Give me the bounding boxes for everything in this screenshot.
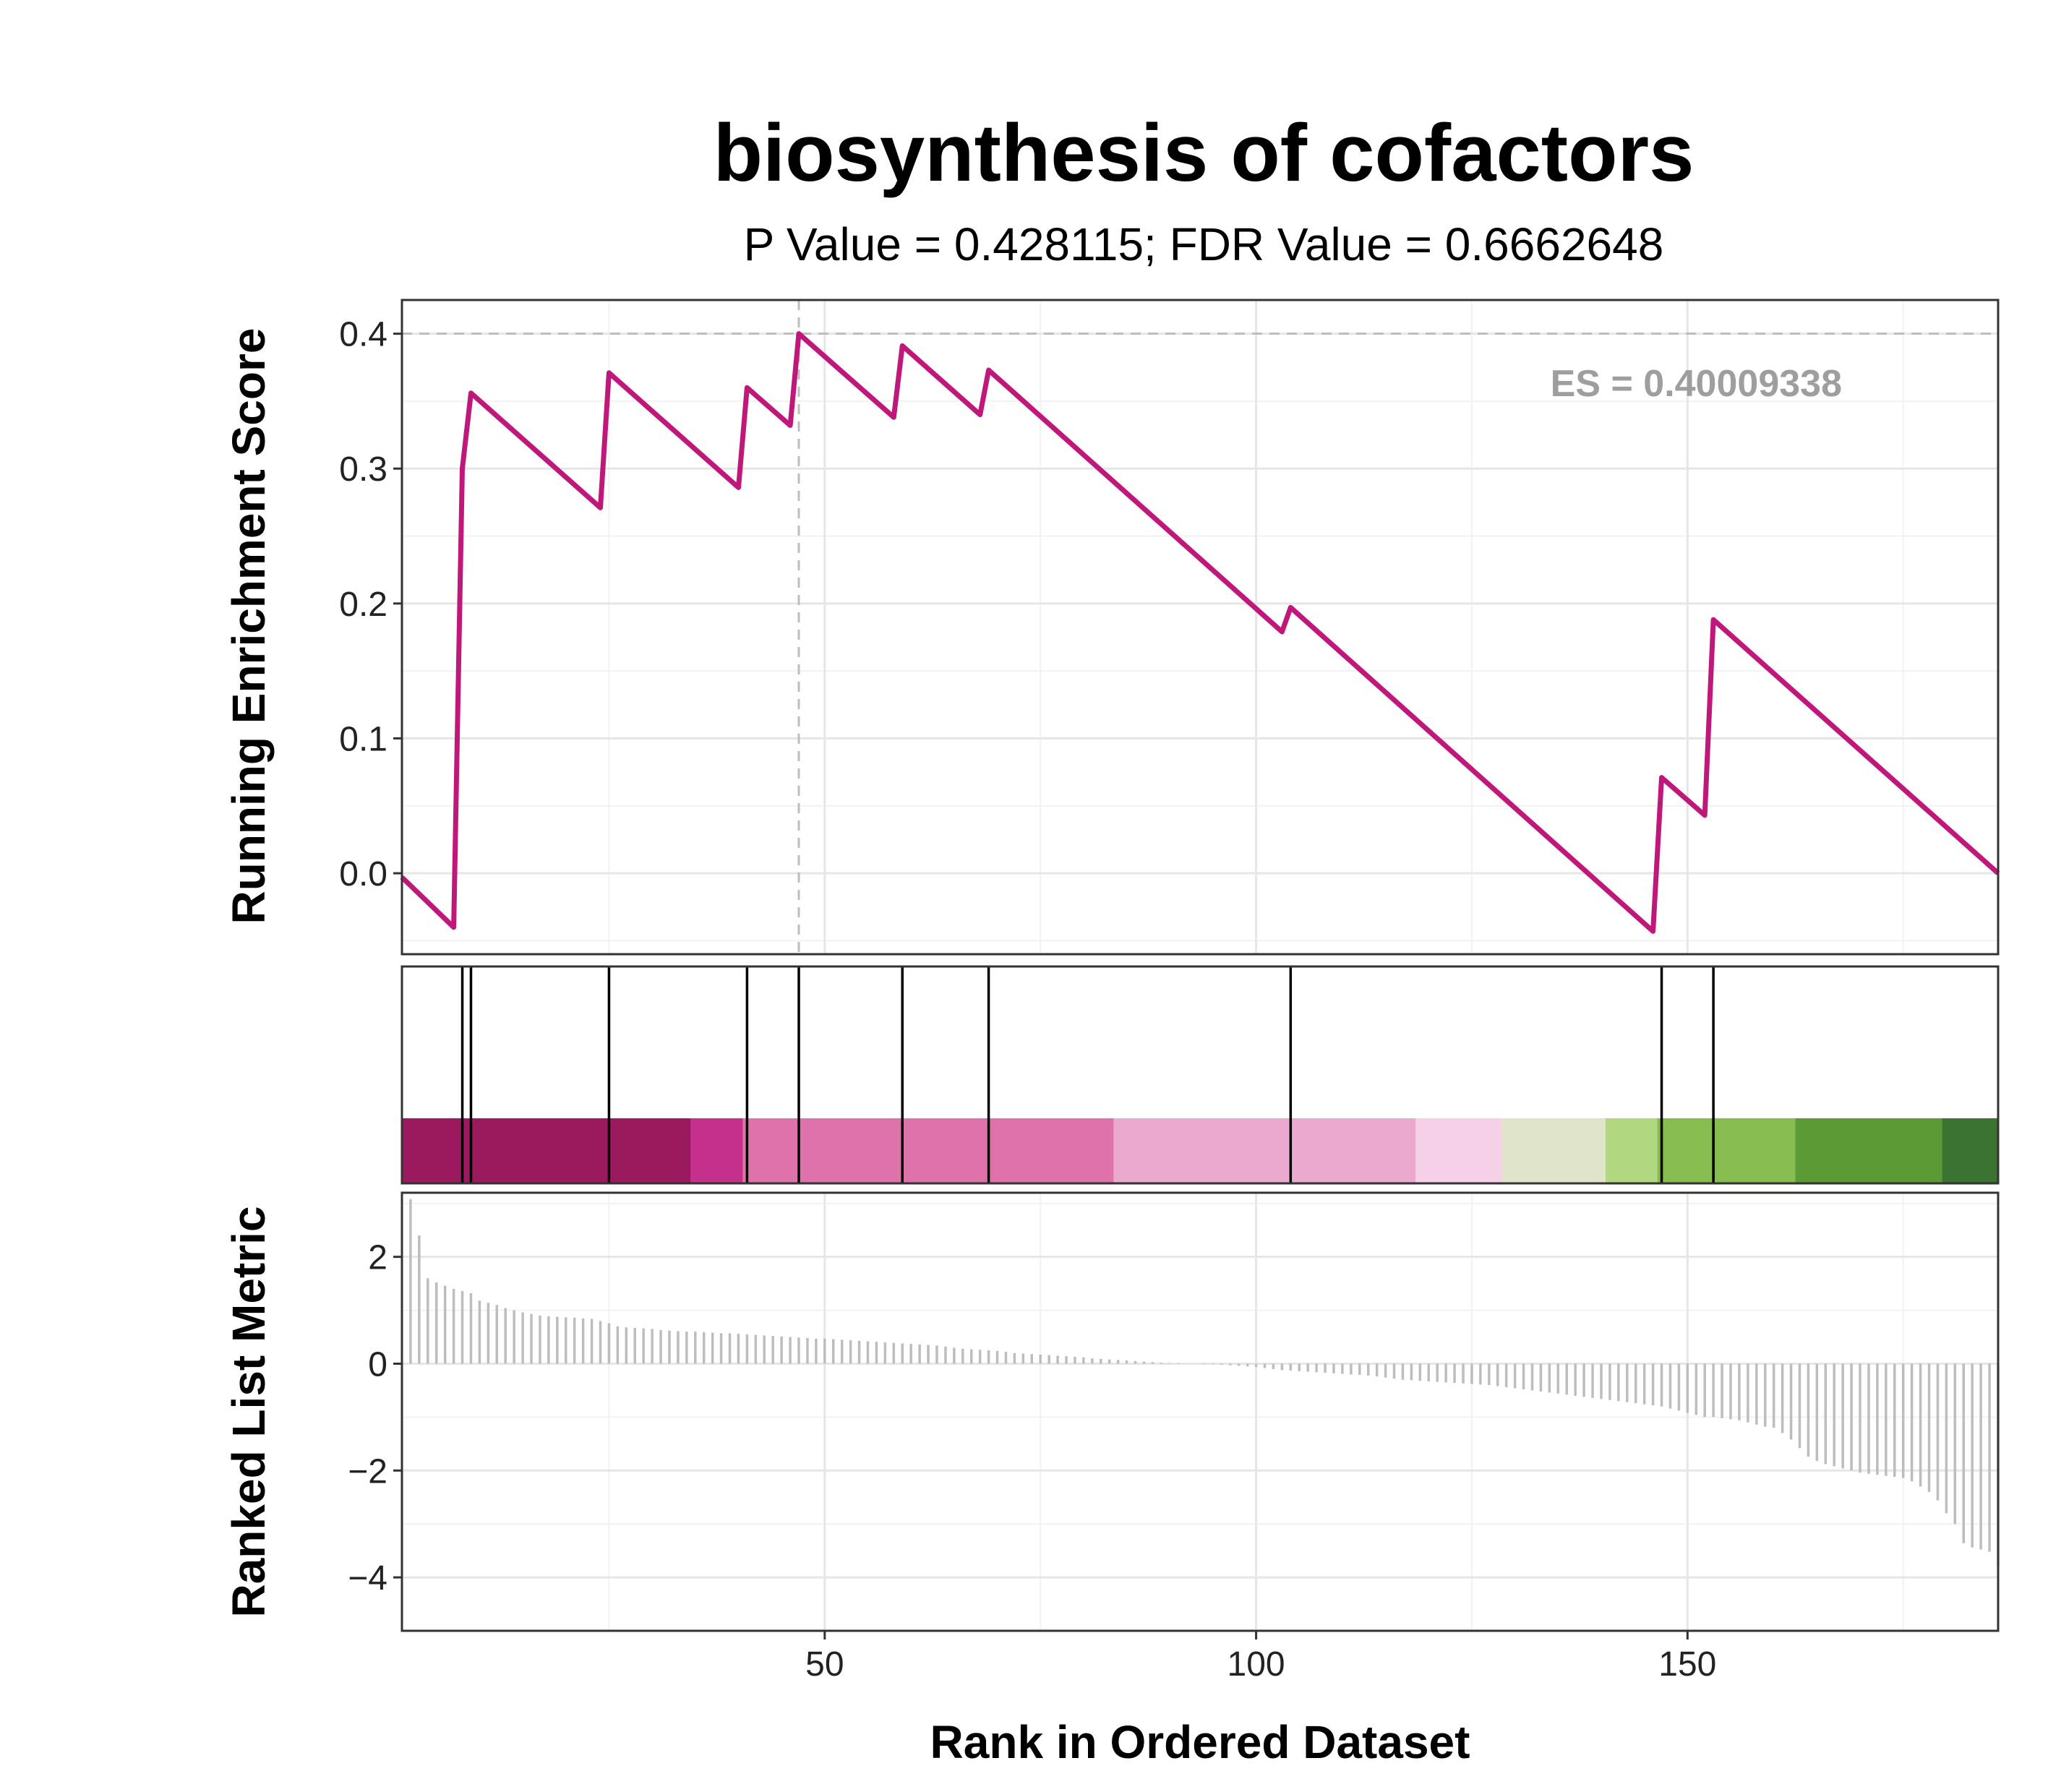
ranked-y-tick-label: 0 <box>368 1345 387 1384</box>
heat-band <box>1657 1118 1796 1183</box>
heat-band <box>742 1118 1114 1183</box>
enrichment-marks <box>400 300 2000 954</box>
heat-band <box>1605 1118 1658 1183</box>
enrichment-y-tick-label: 0.1 <box>339 720 387 758</box>
heat-bar <box>402 1118 1998 1183</box>
x-axis-ticks: 50 100 150 <box>805 1631 1716 1684</box>
heat-band <box>690 1118 743 1183</box>
chart-title: biosynthesis of cofactors <box>714 108 1694 198</box>
enrichment-y-tick-label: 0.3 <box>339 450 387 489</box>
heat-band <box>1113 1118 1416 1183</box>
heat-band <box>1415 1118 1502 1183</box>
enrichment-y-label: Running Enrichment Score <box>223 328 275 925</box>
enrichment-y-tick-label: 0.4 <box>339 316 387 354</box>
x-tick-label: 100 <box>1227 1645 1285 1684</box>
enrichment-panel-border <box>400 299 2000 956</box>
ranked-y-tick-label: −2 <box>348 1452 387 1491</box>
enrichment-y-tick-label: 0.2 <box>339 586 387 624</box>
heat-band <box>402 1118 691 1183</box>
ranked-metric-y-label: Ranked List Metric <box>223 1206 275 1617</box>
hit-lines <box>460 966 1715 1183</box>
x-tick-label: 150 <box>1658 1645 1716 1684</box>
hits-panel-border <box>400 965 2000 1185</box>
enrichment-score-panel: 0.0 0.1 0.2 0.3 0.4 ES = 0.40009338 <box>339 299 2000 956</box>
gene-hits-panel <box>400 965 2000 1185</box>
ranked-metric-y-ticks: −4 −2 0 2 <box>348 1239 402 1598</box>
ranked-y-tick-label: 2 <box>368 1239 387 1277</box>
ranked-metric-panel: −4 −2 0 2 50 100 150 <box>348 1191 2000 1684</box>
heat-band <box>1942 1118 1998 1183</box>
chart-subtitle: P Value = 0.428115; FDR Value = 0.666264… <box>744 218 1664 270</box>
heat-band <box>1501 1118 1606 1183</box>
enrichment-y-ticks: 0.0 0.1 0.2 0.3 0.4 <box>339 316 402 893</box>
ranked-metric-bars <box>409 1199 2000 1566</box>
heat-band <box>1795 1118 1942 1183</box>
x-axis-label: Rank in Ordered Dataset <box>930 1716 1470 1768</box>
ranked-y-tick-label: −4 <box>348 1559 387 1598</box>
enrichment-y-tick-label: 0.0 <box>339 855 387 893</box>
x-tick-label: 50 <box>805 1645 844 1684</box>
es-annotation: ES = 0.40009338 <box>1551 363 1842 405</box>
running-es-line <box>400 331 2000 934</box>
ranked-panel-border <box>400 1191 2000 1632</box>
